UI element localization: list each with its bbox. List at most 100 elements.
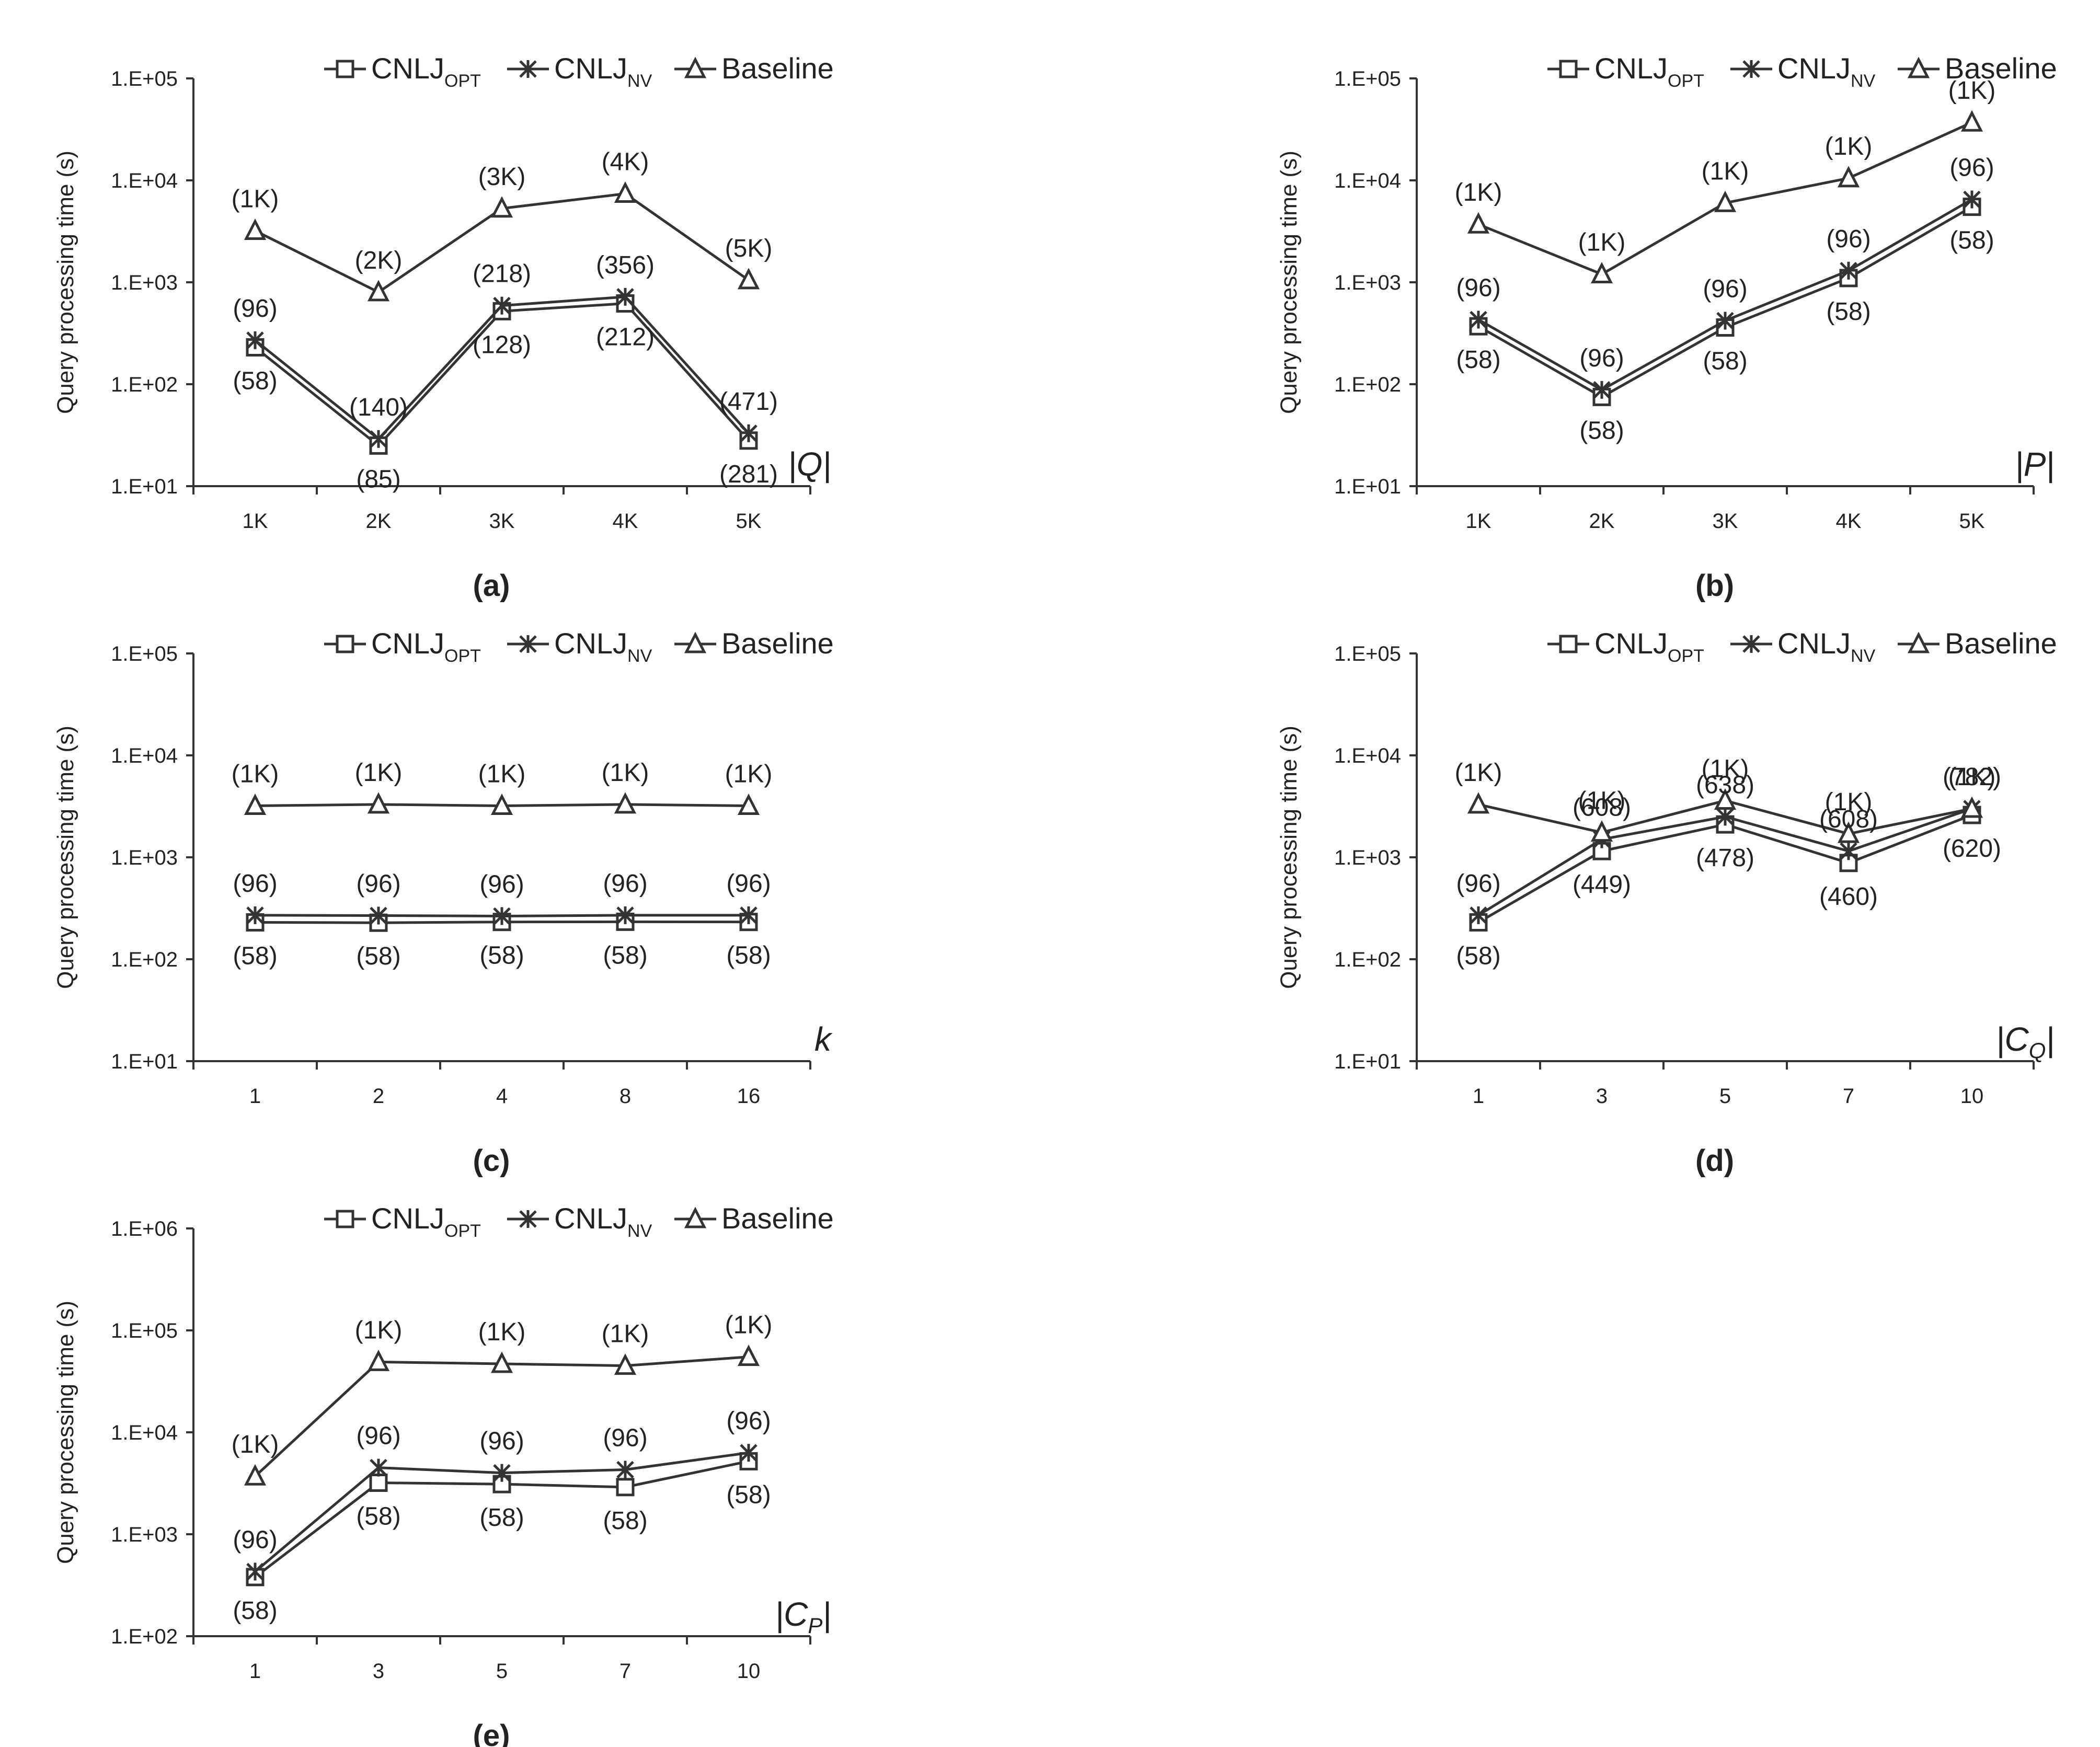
legend: CNLJOPT CNLJNV Baseline xyxy=(324,52,834,91)
chart-panel-e: 1.E+02 1.E+03 1.E+04 1.E+05 1.E+06 1 3 5 7 10 Quer… xyxy=(53,1202,834,1747)
series-Baseline xyxy=(244,181,760,302)
legend-item-nv: CNLJNV xyxy=(1730,627,1876,666)
legend-marker xyxy=(1742,60,1760,78)
chart-panel-b: 1.E+01 1.E+02 1.E+03 1.E+04 1.E+05 1K 2K 3K 4K 5K… xyxy=(1276,52,2057,603)
data-point xyxy=(740,424,758,442)
data-point xyxy=(737,268,760,290)
y-axis-title: Query processing time (s) xyxy=(1276,151,1302,414)
data-label: (4K) xyxy=(602,148,649,176)
y-axis-title: Query processing time (s) xyxy=(53,151,78,414)
legend: CNLJOPT CNLJNV Baseline xyxy=(1547,52,2057,91)
y-tick-label: 1.E+02 xyxy=(111,948,178,971)
legend-marker xyxy=(684,1206,707,1228)
data-label: (58) xyxy=(356,943,400,970)
series-CNLJ_OPT xyxy=(246,294,758,455)
y-tick-label: 1.E+03 xyxy=(111,846,178,869)
legend-marker xyxy=(1559,635,1578,653)
legend-item-nv: CNLJNV xyxy=(507,627,652,666)
data-label: (58) xyxy=(726,1481,771,1509)
data-label: (96) xyxy=(603,870,647,898)
data-label: (1K) xyxy=(355,1316,403,1344)
data-label: (58) xyxy=(479,1504,524,1532)
y-tick-label: 1.E+04 xyxy=(111,744,178,767)
x-variable-label: |Q| xyxy=(788,445,831,484)
data-label: (58) xyxy=(1579,417,1624,444)
data-label: (96) xyxy=(1826,225,1871,253)
data-point xyxy=(246,331,264,349)
data-label: (140) xyxy=(349,394,408,421)
y-tick-label: 1.E+05 xyxy=(1334,67,1401,90)
data-label: (5K) xyxy=(725,235,773,262)
legend-label: CNLJOPT xyxy=(371,52,481,91)
legend-marker xyxy=(684,631,707,653)
series-Baseline xyxy=(1467,788,1983,843)
data-point xyxy=(244,219,267,240)
x-variable-label: |CQ| xyxy=(1996,1020,2055,1063)
data-label: (58) xyxy=(233,367,277,395)
data-label: (1K) xyxy=(1825,133,1873,160)
data-label: (1K) xyxy=(355,759,403,787)
data-label: (96) xyxy=(1703,275,1747,303)
data-label: (96) xyxy=(1456,870,1500,898)
y-tick-label: 1.E+04 xyxy=(1334,169,1401,192)
data-label: (1K) xyxy=(1578,787,1626,815)
data-label: (638) xyxy=(1696,771,1754,799)
data-point xyxy=(369,1473,388,1492)
data-label: (1K) xyxy=(1455,179,1502,206)
data-point xyxy=(737,1344,760,1366)
data-label: (96) xyxy=(1579,344,1624,372)
data-label: (3K) xyxy=(478,163,526,191)
legend-item-opt: CNLJOPT xyxy=(324,627,481,666)
legend-item-opt: CNLJOPT xyxy=(1547,627,1704,666)
legend-item-base: Baseline xyxy=(674,627,834,660)
data-label: (96) xyxy=(356,870,400,898)
data-point xyxy=(1593,381,1611,399)
data-label: (1K) xyxy=(478,760,526,788)
x-variable-label: k xyxy=(814,1020,833,1058)
data-label: (96) xyxy=(479,1428,524,1455)
data-label: (58) xyxy=(233,942,277,970)
legend-label: CNLJNV xyxy=(1777,52,1876,91)
y-tick-label: 1.E+01 xyxy=(1334,1050,1401,1073)
x-tick-label: 3K xyxy=(1713,510,1738,533)
y-tick-label: 1.E+05 xyxy=(111,642,178,665)
x-tick-label: 8 xyxy=(619,1085,631,1108)
legend-label: Baseline xyxy=(721,627,834,660)
series-Baseline xyxy=(1467,110,1983,284)
x-tick-label: 4K xyxy=(613,510,638,533)
y-tick-label: 1.E+06 xyxy=(111,1217,178,1240)
data-point xyxy=(1467,792,1490,814)
legend-item-nv: CNLJNV xyxy=(507,1202,652,1241)
x-tick-label: 10 xyxy=(737,1660,761,1683)
data-point xyxy=(616,906,634,924)
legend-item-base: Baseline xyxy=(674,1202,834,1235)
x-tick-label: 2K xyxy=(366,510,392,533)
y-tick-label: 1.E+05 xyxy=(111,67,178,90)
x-tick-label: 3 xyxy=(1596,1085,1608,1108)
legend-label: CNLJNV xyxy=(554,1202,652,1241)
series-CNLJ_NV xyxy=(246,288,758,448)
y-tick-label: 1.E+03 xyxy=(111,271,178,294)
data-label: (608) xyxy=(1819,806,1878,833)
data-point xyxy=(367,792,390,814)
legend-label: Baseline xyxy=(721,52,834,85)
data-point xyxy=(616,1461,634,1479)
x-tick-label: 10 xyxy=(1960,1085,1984,1108)
data-label: (1K) xyxy=(232,185,279,213)
data-point xyxy=(1960,110,1983,132)
data-label: (96) xyxy=(1949,154,1994,181)
panel-caption: (b) xyxy=(1695,569,1734,603)
legend-item-opt: CNLJOPT xyxy=(1547,52,1704,91)
data-point xyxy=(246,906,264,924)
data-point xyxy=(1467,212,1490,234)
data-point xyxy=(367,280,390,302)
panel-caption: (c) xyxy=(473,1144,510,1178)
data-label: (1K) xyxy=(1455,759,1502,787)
data-point xyxy=(614,1353,637,1375)
data-label: (96) xyxy=(233,870,277,898)
data-label: (1K) xyxy=(725,760,773,788)
y-tick-label: 1.E+04 xyxy=(111,169,178,192)
legend-label: CNLJOPT xyxy=(371,1202,481,1241)
data-label: (460) xyxy=(1819,883,1878,911)
data-point xyxy=(1714,190,1737,212)
